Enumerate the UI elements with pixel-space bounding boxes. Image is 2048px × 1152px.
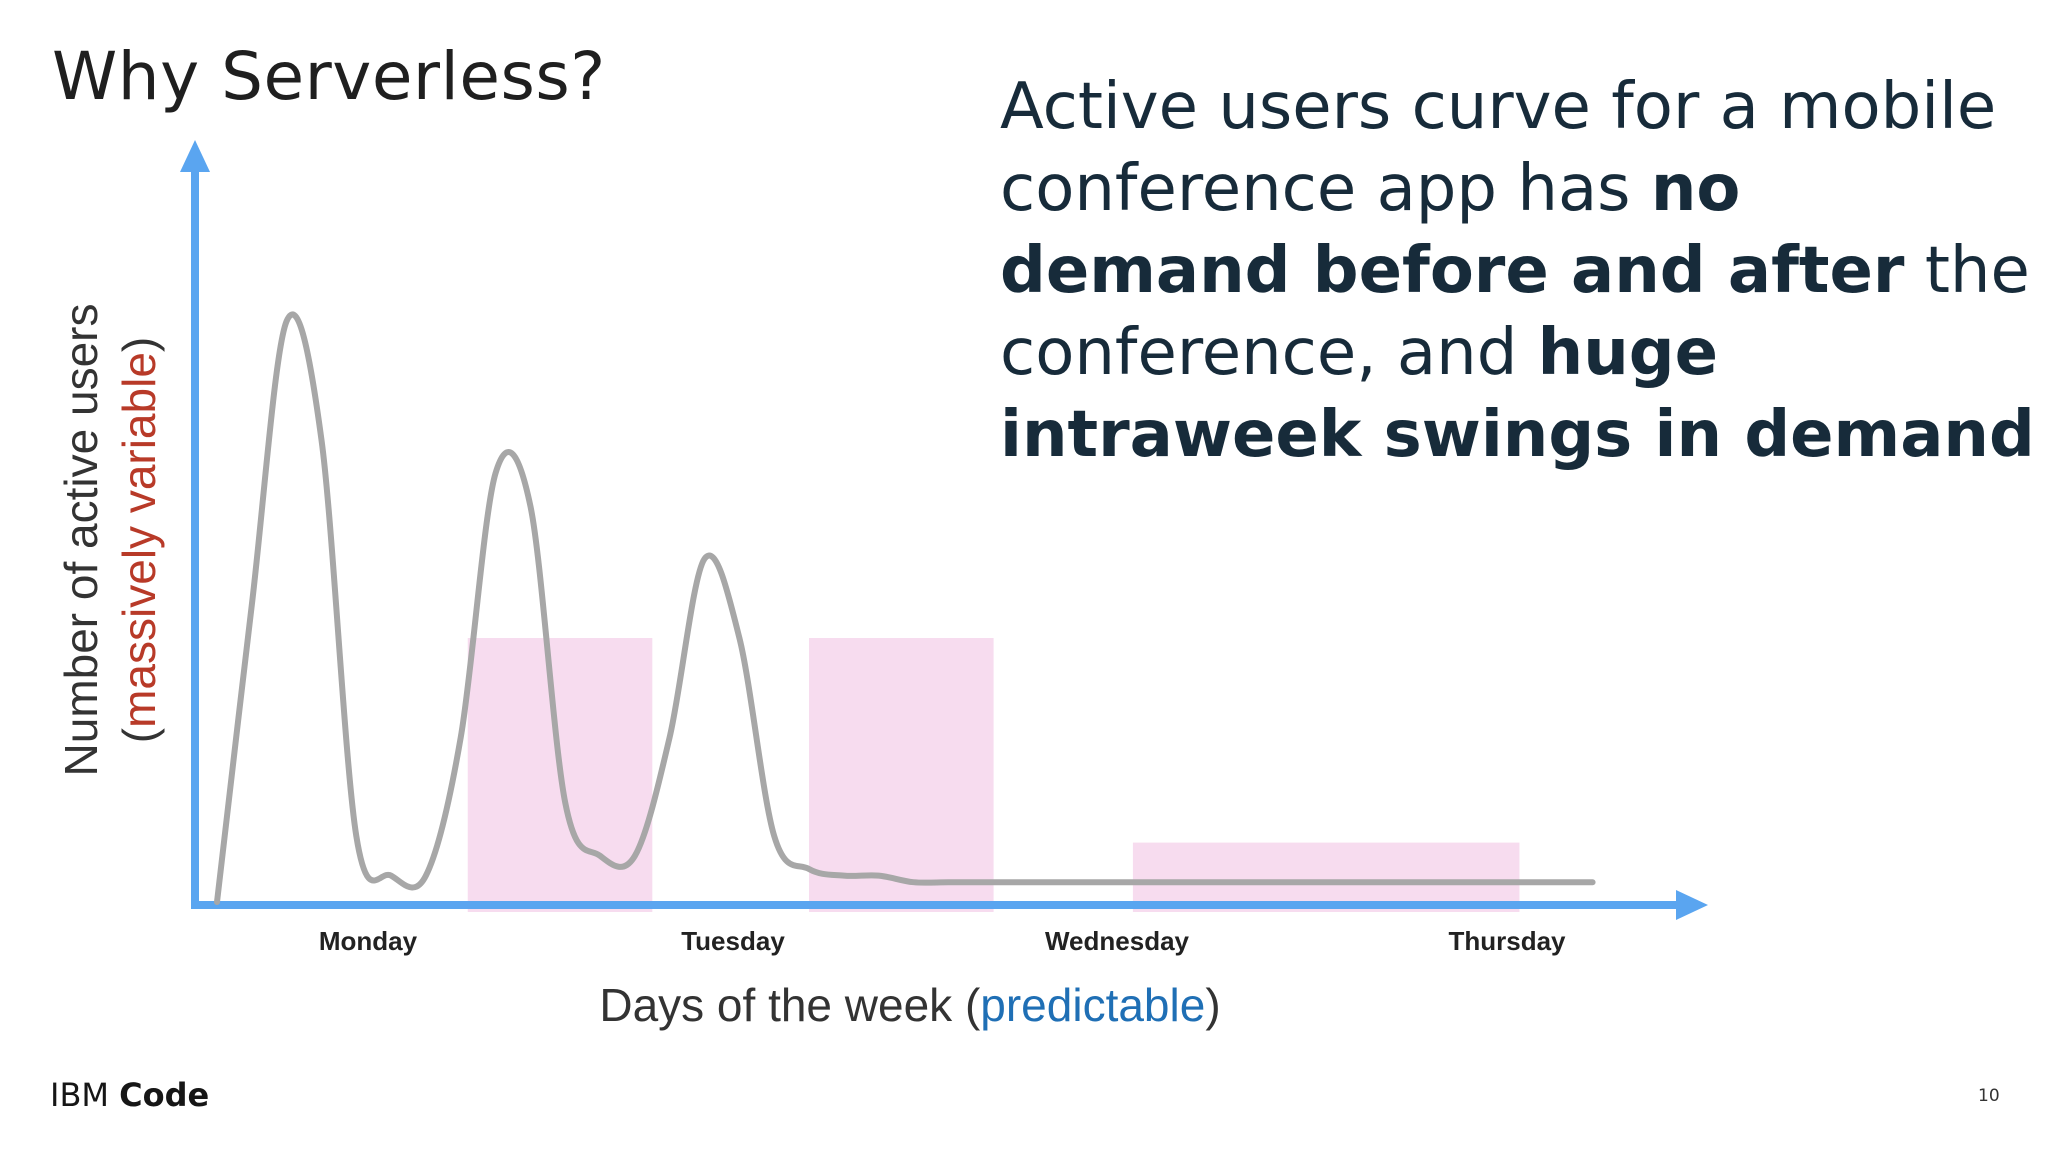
x-axis-label-prefix: Days of the week ( bbox=[599, 979, 981, 1031]
y-axis-sublabel: (massively variable) bbox=[113, 337, 165, 743]
x-axis-arrowhead bbox=[1676, 890, 1708, 920]
active-users-curve bbox=[214, 311, 1596, 905]
x-tick-label-monday: Monday bbox=[319, 926, 418, 956]
y-axis-label: Number of active users bbox=[55, 304, 107, 777]
y-axis-sublabel-highlight: massively variable bbox=[113, 352, 165, 728]
shaded-period-3 bbox=[1132, 842, 1520, 912]
body-text: Active users curve for a mobile conferen… bbox=[1000, 66, 2040, 476]
shaded-periods bbox=[467, 638, 1520, 912]
page-number: 10 bbox=[1978, 1086, 2000, 1106]
x-tick-label-tuesday: Tuesday bbox=[681, 926, 785, 956]
x-tick-label-wednesday: Wednesday bbox=[1045, 926, 1190, 956]
x-axis-label-suffix: ) bbox=[1205, 979, 1220, 1031]
shaded-period-2 bbox=[809, 638, 994, 912]
y-axis-arrowhead bbox=[180, 140, 210, 172]
body-text-bold-2: huge intraweek swings in demand bbox=[1000, 316, 2035, 472]
body-text-part-1: Active users curve for a mobile conferen… bbox=[1000, 70, 1997, 226]
x-axis-label: Days of the week (predictable) bbox=[599, 979, 1220, 1031]
x-tick-label-thursday: Thursday bbox=[1448, 926, 1566, 956]
body-text-bold-1: no demand before and after bbox=[1000, 152, 1905, 308]
x-axis-label-highlight: predictable bbox=[980, 979, 1205, 1031]
ibm-code-logo: IBM Code bbox=[50, 1076, 209, 1114]
curve-layer bbox=[214, 311, 1596, 905]
chart-axes bbox=[180, 140, 1708, 920]
y-axis-sublabel-open: ( bbox=[113, 727, 165, 743]
body-text-part-2: the conference, and bbox=[1000, 234, 2030, 390]
y-axis-sublabel-close: ) bbox=[113, 337, 165, 352]
logo-ibm: IBM bbox=[50, 1076, 109, 1114]
x-tick-labels: Monday Tuesday Wednesday Thursday bbox=[319, 926, 1566, 956]
logo-code: Code bbox=[119, 1076, 210, 1114]
slide-title: Why Serverless? bbox=[52, 38, 606, 115]
